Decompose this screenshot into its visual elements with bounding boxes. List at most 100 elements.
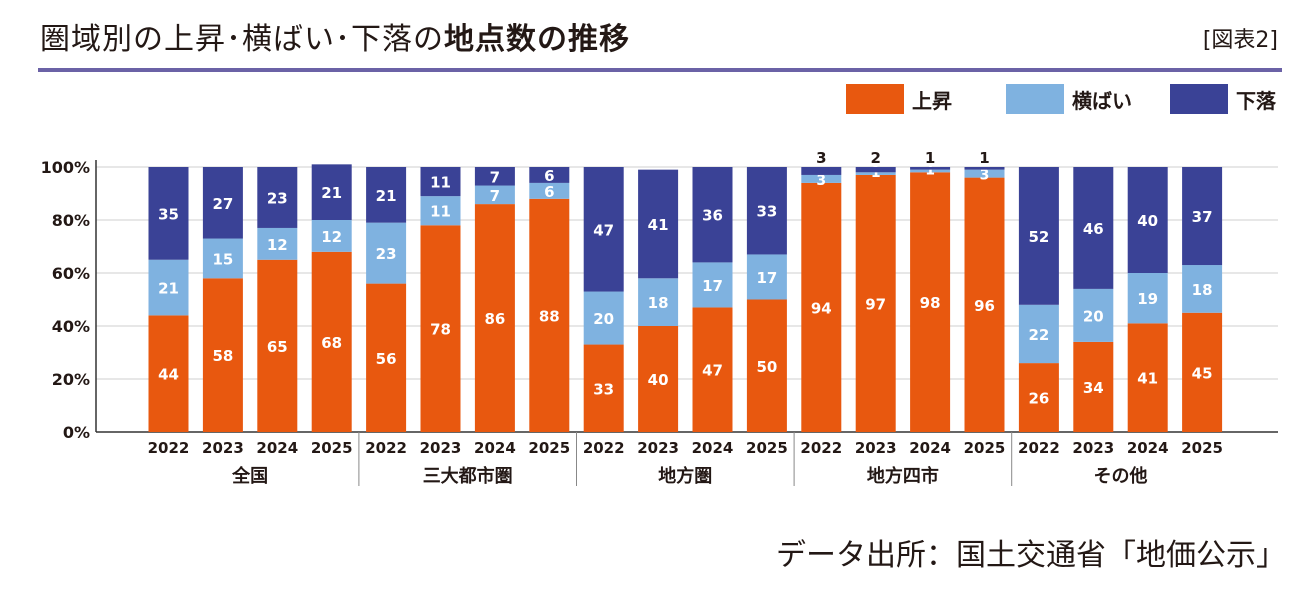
bar-value-label: 52 [1028, 228, 1049, 246]
bar-segment-up [529, 198, 570, 432]
bar-value-label: 41 [648, 216, 669, 234]
bar-segment-up [420, 225, 461, 432]
bar-value-label: 94 [811, 299, 832, 317]
bar-value-label: 46 [1083, 220, 1104, 238]
bar-value-label: 47 [702, 362, 723, 380]
x-tick-label: 2022 [583, 439, 625, 457]
x-tick-label: 2025 [964, 439, 1006, 457]
bar-value-label: 22 [1028, 326, 1049, 344]
bar-segment-down [257, 167, 298, 228]
bar-segment-flat [1127, 273, 1168, 324]
bar-segment-flat [257, 227, 298, 260]
bar-segment-up [202, 278, 243, 432]
bar-segment-down [474, 167, 515, 186]
bar-segment-down [1127, 167, 1168, 273]
bar-segment-up [638, 326, 679, 432]
bar-value-label: 23 [267, 189, 288, 207]
bar-value-label: 78 [430, 321, 451, 339]
bar-value-label: 20 [593, 310, 614, 328]
bar-value-label: 86 [484, 310, 505, 328]
bar-segment-flat [692, 262, 733, 308]
bar-value-label: 88 [539, 307, 560, 325]
bar-segment-down [638, 169, 679, 279]
bar-value-label: 12 [321, 228, 342, 246]
x-tick-label: 2022 [148, 439, 190, 457]
bar-value-label: 1 [925, 149, 935, 167]
bar-segment-flat [1182, 265, 1223, 313]
legend-swatch-flat [1006, 84, 1064, 114]
legend-swatch-up [846, 84, 904, 114]
bar-segment-flat [420, 196, 461, 226]
bar-value-label: 21 [158, 280, 179, 298]
bar-segment-down [311, 164, 352, 220]
bar-segment-down [746, 167, 787, 255]
bar-value-label: 27 [212, 195, 233, 213]
bar-value-label: 65 [267, 338, 288, 356]
x-tick-label: 2023 [1072, 439, 1114, 457]
bar-value-label: 33 [756, 203, 777, 221]
bar-segment-flat [1018, 304, 1059, 364]
bar-segment-up [257, 259, 298, 432]
legend-item-up: 上昇 [846, 82, 952, 116]
bar-value-label: 36 [702, 207, 723, 225]
x-tick-label: 2023 [855, 439, 897, 457]
bar-value-label: 33 [593, 380, 614, 398]
bar-segment-up [474, 204, 515, 432]
bar-segment-up [855, 174, 896, 432]
x-tick-label: 2023 [420, 439, 462, 457]
bar-segment-up [311, 251, 352, 432]
chart-title: 圏域別の上昇･横ばい･下落の地点数の推移 [40, 14, 630, 58]
bar-segment-up [801, 182, 842, 432]
x-tick-label: 2023 [202, 439, 244, 457]
y-tick-label: 100% [41, 158, 90, 177]
group-label: その他 [1094, 465, 1148, 487]
bar-value-label: 40 [1137, 212, 1158, 230]
x-tick-label: 2024 [256, 439, 298, 457]
bar-value-label: 18 [1192, 281, 1213, 299]
bar-segment-flat [801, 174, 842, 183]
bar-value-label: 23 [376, 245, 397, 263]
bar-value-label: 6 [544, 167, 554, 185]
x-tick-label: 2025 [528, 439, 570, 457]
bar-value-label: 98 [920, 294, 941, 312]
bar-segment-up [1182, 312, 1223, 432]
bar-segment-up [583, 344, 624, 432]
bar-value-label: 26 [1028, 390, 1049, 408]
bar-segment-flat [366, 222, 407, 284]
bar-value-label: 7 [490, 187, 500, 205]
x-tick-label: 2024 [474, 439, 516, 457]
legend-label-flat: 横ばい [1072, 88, 1132, 113]
bar-value-label: 21 [376, 187, 397, 205]
y-tick-label: 20% [52, 370, 90, 389]
bar-value-label: 44 [158, 366, 179, 384]
bar-value-label: 12 [267, 236, 288, 254]
bar-value-label: 17 [756, 269, 777, 287]
bar-value-label: 37 [1192, 208, 1213, 226]
bar-segment-up [1018, 363, 1059, 432]
x-tick-label: 2022 [1018, 439, 1060, 457]
bar-segment-flat [910, 169, 951, 173]
bar-segment-flat [583, 291, 624, 345]
bar-segment-down [964, 167, 1005, 170]
bar-segment-up [1073, 341, 1114, 432]
bar-value-label: 68 [321, 334, 342, 352]
bar-segment-down [148, 167, 189, 260]
bar-value-label: 96 [974, 297, 995, 315]
bar-segment-flat [964, 169, 1005, 178]
bar-value-label: 1 [979, 149, 989, 167]
group-label: 地方四市 [867, 465, 939, 487]
bar-segment-down [855, 167, 896, 173]
x-tick-label: 2023 [637, 439, 679, 457]
bar-value-label: 11 [430, 203, 451, 221]
bar-segment-flat [148, 259, 189, 316]
bar-value-label: 34 [1083, 379, 1104, 397]
bar-value-label: 3 [816, 173, 826, 189]
bar-value-label: 19 [1137, 290, 1158, 308]
bar-value-label: 6 [544, 183, 554, 201]
bar-value-label: 17 [702, 277, 723, 295]
x-tick-label: 2024 [909, 439, 951, 457]
x-tick-label: 2025 [1181, 439, 1223, 457]
bar-value-label: 35 [158, 205, 179, 223]
bar-value-label: 58 [212, 347, 233, 365]
